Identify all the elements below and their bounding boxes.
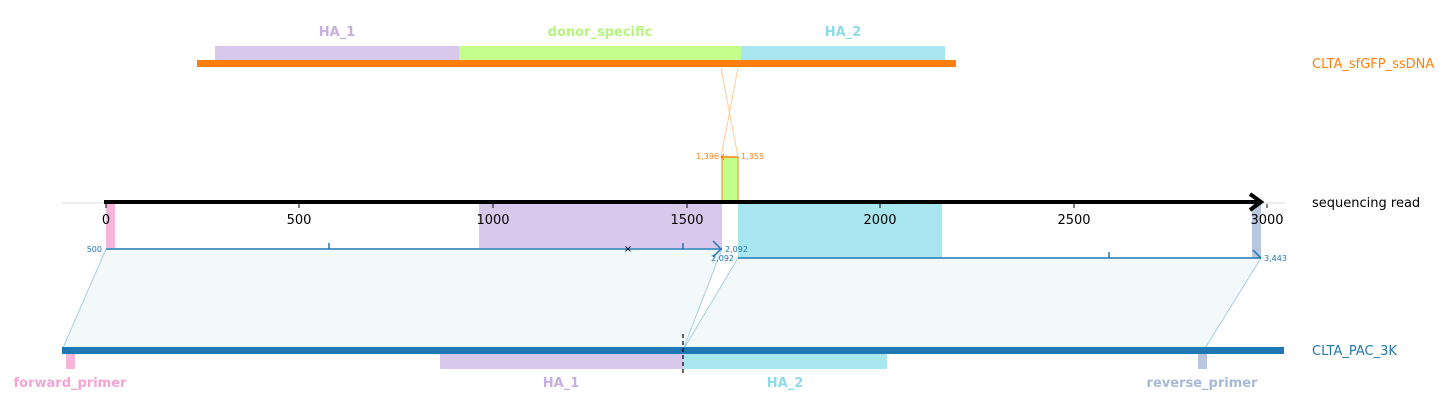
- reference-name: CLTA_PAC_3K: [1312, 344, 1397, 359]
- donor-feature-label-ha1: HA_1: [319, 25, 356, 40]
- donor-feature-label-donor-specific: donor_specific: [548, 25, 653, 40]
- seg1-start-label: 500: [87, 245, 102, 254]
- tick-label: 1000: [476, 213, 509, 228]
- read-insert-box: [721, 156, 739, 203]
- tick-label: 3000: [1250, 213, 1283, 228]
- read-feature-reverse-primer: [1252, 204, 1261, 258]
- seg2-end-label: 3,443: [1264, 254, 1287, 263]
- ref-feature-label-ha1: HA_1: [543, 376, 580, 391]
- alignment-segment-2: [738, 249, 1262, 259]
- tick-label: 500: [287, 213, 312, 228]
- junction-label-right: 1,355: [741, 152, 764, 161]
- seg2-start-label: 2,092: [711, 254, 734, 263]
- alignment-region-2: [683, 258, 1261, 350]
- ref-feature-reverse-primer: [1198, 354, 1207, 369]
- read-arrowhead: [1248, 192, 1265, 212]
- ref-feature-ha2: [683, 354, 887, 369]
- donor-feature-ha1: [215, 46, 459, 61]
- donor-feature-label-ha2: HA_2: [825, 25, 862, 40]
- donor-name: CLTA_sfGFP_ssDNA: [1312, 57, 1434, 72]
- donor-crossover-lines: [720, 67, 739, 158]
- read-name: sequencing read: [1312, 196, 1420, 211]
- tick-label: 2500: [1057, 213, 1090, 228]
- donor-feature-donor-specific: [459, 46, 741, 61]
- read-feature-forward-primer: [106, 204, 115, 248]
- alignment-region-1: [62, 249, 722, 350]
- alignment-segment-1: ×: [106, 240, 723, 258]
- ref-feature-label-reverse-primer: reverse_primer: [1147, 376, 1259, 391]
- donor-feature-ha2: [741, 46, 945, 61]
- ref-feature-label-forward-primer: forward_primer: [14, 376, 128, 391]
- junction-label-left: 1,396: [696, 152, 719, 161]
- read-feature-ha2: [738, 204, 942, 258]
- read-tick-labels: 0 500 1000 1500 2000 2500 3000: [102, 213, 1284, 228]
- tick-label: 2000: [863, 213, 896, 228]
- ref-feature-label-ha2: HA_2: [767, 376, 804, 391]
- ref-feature-ha1: [440, 354, 683, 369]
- mismatch-marker: ×: [624, 244, 632, 255]
- reference-bar: [62, 347, 1284, 354]
- ref-feature-forward-primer: [66, 354, 75, 369]
- seg1-end-label: 2,092: [725, 245, 748, 254]
- read-feature-ha1: [479, 204, 722, 248]
- tick-label: 1500: [670, 213, 703, 228]
- donor-bar: [197, 60, 956, 67]
- read-ticks: [105, 204, 1268, 208]
- tick-label: 0: [102, 213, 110, 228]
